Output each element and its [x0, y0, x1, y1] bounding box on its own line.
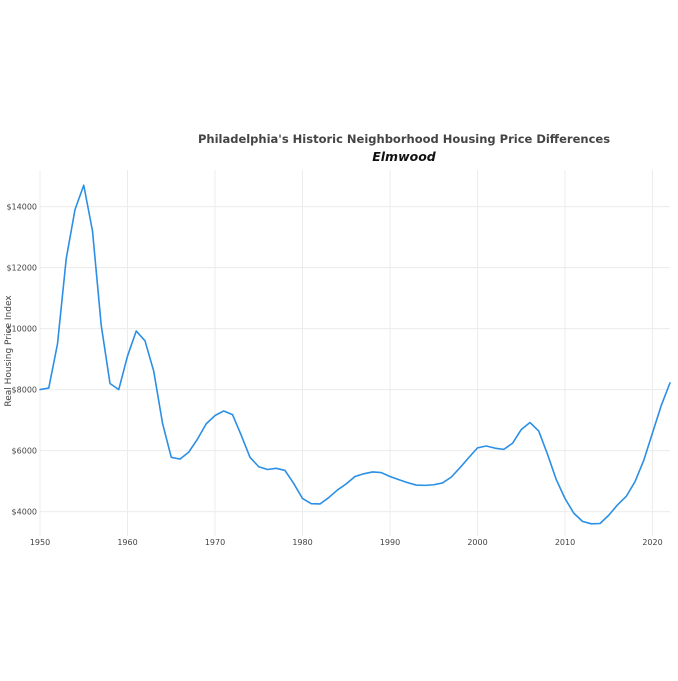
grid	[39, 170, 670, 536]
x-tick-label: 2020	[642, 538, 662, 547]
x-tick-label: 1970	[205, 538, 225, 547]
y-tick-label: $14000	[6, 203, 37, 212]
y-axis-ticks: $4000 $6000 $8000 $10000 $12000 $14000	[6, 203, 37, 517]
y-tick-label: $6000	[12, 447, 37, 456]
y-tick-label: $8000	[12, 386, 37, 395]
y-tick-label: $12000	[6, 264, 37, 273]
x-tick-label: 2010	[555, 538, 575, 547]
x-axis-ticks: 1950 1960 1970 1980 1990 2000 2010 2020	[30, 538, 663, 547]
chart-title: Philadelphia's Historic Neighborhood Hou…	[198, 132, 610, 146]
y-axis-label: Real Housing Price Index	[4, 295, 14, 407]
x-tick-label: 1980	[292, 538, 312, 547]
y-tick-label: $4000	[12, 508, 37, 517]
chart-subtitle: Elmwood	[372, 149, 437, 164]
series-line	[39, 184, 671, 525]
x-tick-label: 1950	[30, 538, 50, 547]
x-tick-label: 1960	[117, 538, 137, 547]
y-tick-label: $10000	[6, 325, 37, 334]
x-tick-label: 1990	[380, 538, 400, 547]
x-tick-label: 2000	[467, 538, 487, 547]
